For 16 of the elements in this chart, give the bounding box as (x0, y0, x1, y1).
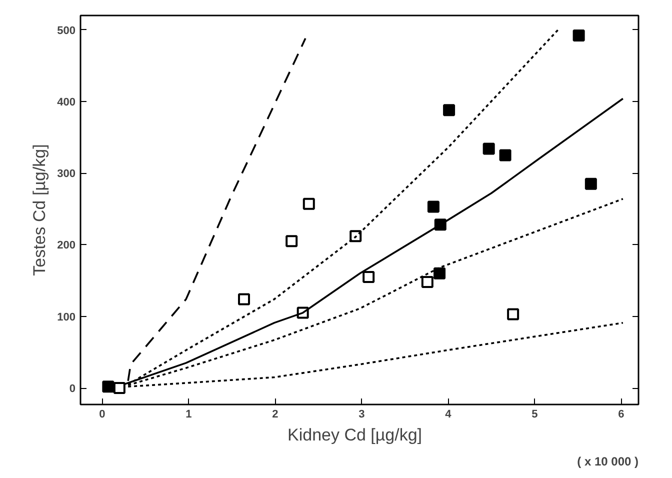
x-tick-label: 4 (445, 408, 452, 420)
y-tick-label: 200 (57, 240, 76, 252)
y-axis-title: Testes Cd [µg/kg] (30, 144, 50, 276)
x-tick-label: 6 (618, 408, 624, 420)
x-tick-label: 1 (186, 408, 192, 420)
x-axis-title: Kidney Cd [µg/kg] (288, 426, 422, 444)
x-tick-label: 0 (99, 408, 106, 420)
x-tick-label: 3 (358, 408, 365, 420)
y-tick-label: 400 (57, 96, 76, 108)
y-tick-label: 500 (57, 24, 76, 37)
y-tick-label: 100 (57, 311, 76, 324)
y-tick-label: 300 (57, 168, 76, 180)
y-tick-label: 0 (69, 383, 76, 396)
text: ( x 10 000 ) (577, 454, 639, 468)
x-tick-label: 5 (532, 408, 538, 420)
x-tick-label: 2 (272, 408, 278, 420)
